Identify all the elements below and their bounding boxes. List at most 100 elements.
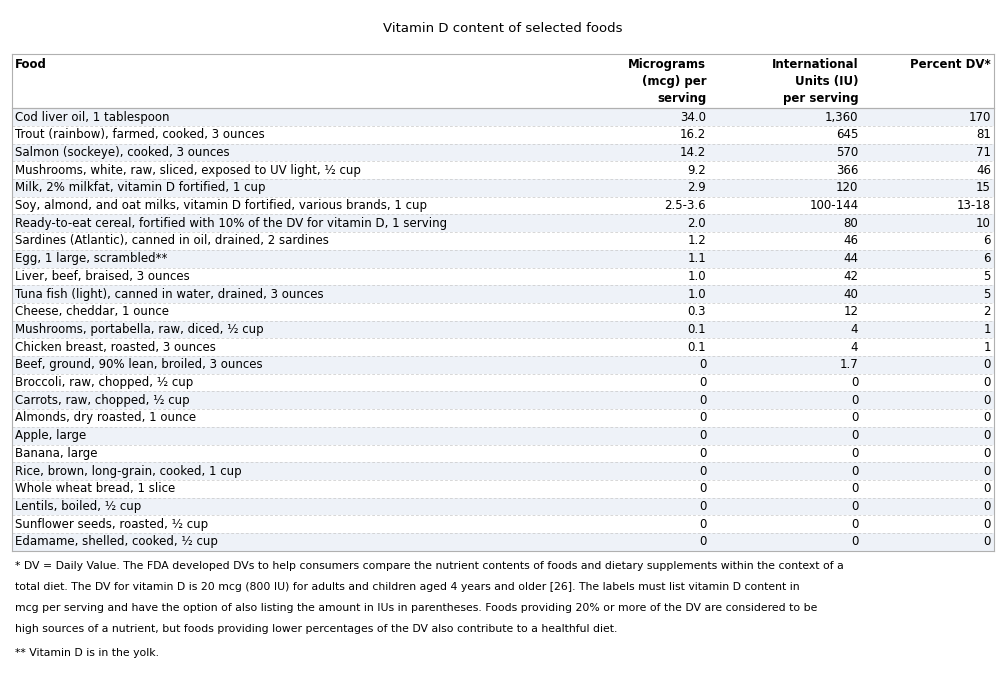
Bar [12,480,994,498]
Text: 0: 0 [984,412,991,425]
Text: 12: 12 [843,305,858,319]
Text: Cod liver oil, 1 tablespoon: Cod liver oil, 1 tablespoon [15,110,170,124]
Bar [12,250,994,267]
Text: 0: 0 [699,535,706,548]
Text: 0: 0 [851,412,858,425]
Text: 4: 4 [851,323,858,336]
Text: 0: 0 [984,518,991,531]
Text: Mushrooms, portabella, raw, diced, ½ cup: Mushrooms, portabella, raw, diced, ½ cup [15,323,264,336]
Text: 0: 0 [851,482,858,496]
Text: 0: 0 [699,376,706,389]
Text: 0: 0 [984,376,991,389]
Text: 170: 170 [969,110,991,124]
Text: 42: 42 [843,270,858,283]
Text: 9.2: 9.2 [687,164,706,177]
Text: 4: 4 [851,341,858,354]
Text: 40: 40 [843,287,858,301]
Text: 0: 0 [984,429,991,442]
Text: Trout (rainbow), farmed, cooked, 3 ounces: Trout (rainbow), farmed, cooked, 3 ounce… [15,128,265,142]
Text: 2.0: 2.0 [687,217,706,230]
Text: 2: 2 [984,305,991,319]
Bar [12,338,994,356]
Text: 0: 0 [699,412,706,425]
Bar [12,179,994,196]
Text: Liver, beef, braised, 3 ounces: Liver, beef, braised, 3 ounces [15,270,190,283]
Bar [12,498,994,515]
Text: 0: 0 [984,500,991,513]
Text: total diet. The DV for vitamin D is 20 mcg (800 IU) for adults and children aged: total diet. The DV for vitamin D is 20 m… [15,582,800,592]
Text: Micrograms
(mcg) per
serving: Micrograms (mcg) per serving [628,58,706,105]
Text: 1.0: 1.0 [687,270,706,283]
Text: 645: 645 [836,128,858,142]
Bar [12,196,994,214]
Text: Apple, large: Apple, large [15,429,87,442]
Text: * DV = Daily Value. The FDA developed DVs to help consumers compare the nutrient: * DV = Daily Value. The FDA developed DV… [15,561,844,571]
Text: Rice, brown, long-grain, cooked, 1 cup: Rice, brown, long-grain, cooked, 1 cup [15,464,241,477]
Text: 14.2: 14.2 [680,146,706,159]
Text: 120: 120 [836,181,858,194]
Text: 0: 0 [699,518,706,531]
Text: 6: 6 [984,252,991,265]
Bar [12,515,994,533]
Text: 5: 5 [984,270,991,283]
Text: 0: 0 [851,464,858,477]
Text: 0: 0 [851,535,858,548]
Text: Ready-to-eat cereal, fortified with 10% of the DV for vitamin D, 1 serving: Ready-to-eat cereal, fortified with 10% … [15,217,448,230]
Text: 6: 6 [984,235,991,248]
Text: 0: 0 [699,482,706,496]
Text: Carrots, raw, chopped, ½ cup: Carrots, raw, chopped, ½ cup [15,393,190,407]
Text: Sardines (Atlantic), canned in oil, drained, 2 sardines: Sardines (Atlantic), canned in oil, drai… [15,235,329,248]
Text: Soy, almond, and oat milks, vitamin D fortified, various brands, 1 cup: Soy, almond, and oat milks, vitamin D fo… [15,199,428,212]
Text: 0: 0 [984,535,991,548]
Text: 71: 71 [976,146,991,159]
Text: 0: 0 [984,393,991,407]
Text: International
Units (IU)
per serving: International Units (IU) per serving [772,58,858,105]
Text: Cheese, cheddar, 1 ounce: Cheese, cheddar, 1 ounce [15,305,169,319]
Text: 81: 81 [976,128,991,142]
Text: 1.0: 1.0 [687,287,706,301]
Bar [12,303,994,321]
Text: ** Vitamin D is in the yolk.: ** Vitamin D is in the yolk. [15,648,159,658]
Text: 5: 5 [984,287,991,301]
Text: 366: 366 [836,164,858,177]
Text: Beef, ground, 90% lean, broiled, 3 ounces: Beef, ground, 90% lean, broiled, 3 ounce… [15,358,263,371]
Text: Chicken breast, roasted, 3 ounces: Chicken breast, roasted, 3 ounces [15,341,216,354]
Text: Whole wheat bread, 1 slice: Whole wheat bread, 1 slice [15,482,175,496]
Bar [12,373,994,391]
Text: 1,360: 1,360 [825,110,858,124]
Text: Broccoli, raw, chopped, ½ cup: Broccoli, raw, chopped, ½ cup [15,376,193,389]
Bar [12,533,994,550]
Text: 0: 0 [699,429,706,442]
Text: 0: 0 [851,518,858,531]
Text: high sources of a nutrient, but foods providing lower percentages of the DV also: high sources of a nutrient, but foods pr… [15,623,618,634]
Bar [12,108,994,126]
Text: 0: 0 [984,358,991,371]
Text: 46: 46 [976,164,991,177]
Text: 1: 1 [984,323,991,336]
Text: mcg per serving and have the option of also listing the amount in IUs in parenth: mcg per serving and have the option of a… [15,602,818,613]
Text: Percent DV*: Percent DV* [910,58,991,71]
Bar [12,144,994,161]
Text: Salmon (sockeye), cooked, 3 ounces: Salmon (sockeye), cooked, 3 ounces [15,146,229,159]
Text: 15: 15 [976,181,991,194]
Text: Tuna fish (light), canned in water, drained, 3 ounces: Tuna fish (light), canned in water, drai… [15,287,324,301]
Text: Milk, 2% milkfat, vitamin D fortified, 1 cup: Milk, 2% milkfat, vitamin D fortified, 1… [15,181,266,194]
Text: 0.3: 0.3 [688,305,706,319]
Text: 0: 0 [699,358,706,371]
Text: 10: 10 [976,217,991,230]
Bar [12,161,994,179]
Bar [12,391,994,409]
Text: Food: Food [15,58,47,71]
Text: 34.0: 34.0 [680,110,706,124]
Bar [12,214,994,232]
Bar [12,409,994,427]
Text: Vitamin D content of selected foods: Vitamin D content of selected foods [383,22,623,35]
Text: 0: 0 [851,429,858,442]
Text: 1.2: 1.2 [687,235,706,248]
Bar [12,267,994,285]
Text: 0: 0 [984,482,991,496]
Bar [12,54,994,108]
Text: 2.9: 2.9 [687,181,706,194]
Text: 0: 0 [984,464,991,477]
Text: 0: 0 [699,393,706,407]
